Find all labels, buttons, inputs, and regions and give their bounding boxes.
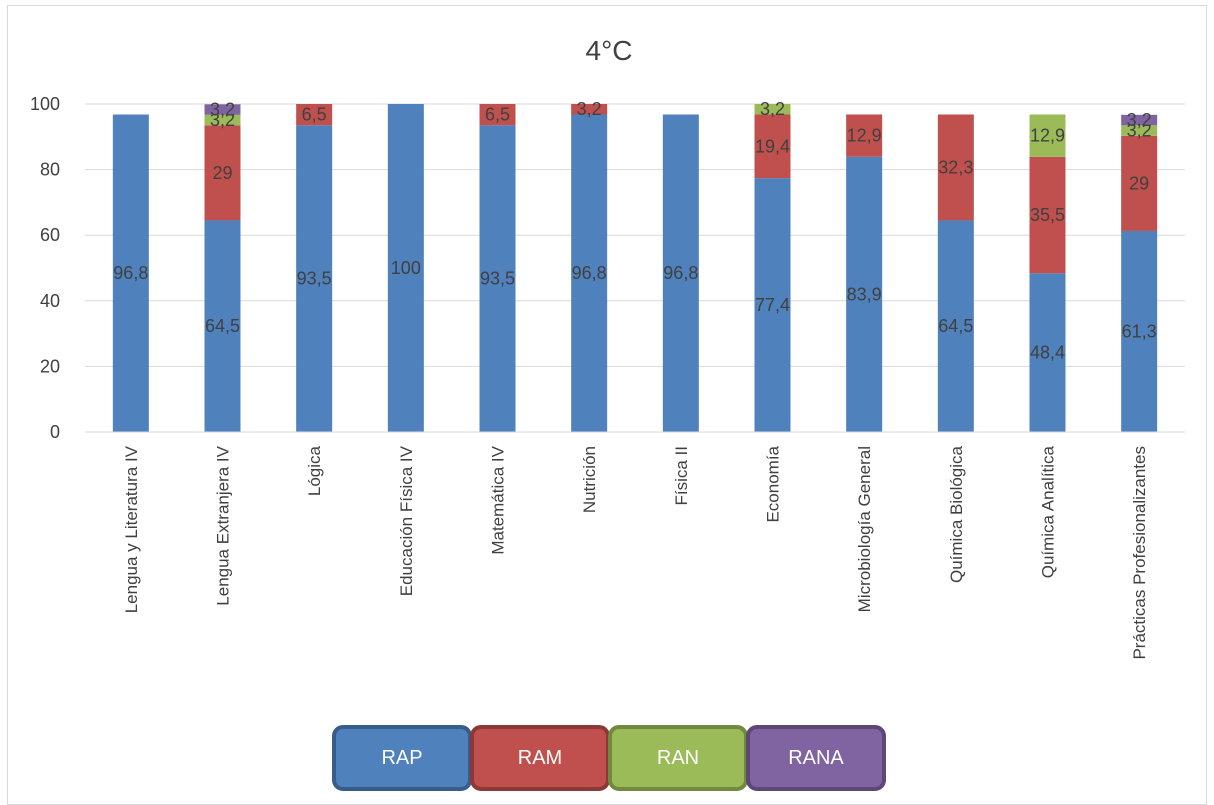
data-label: 6,5 — [302, 105, 327, 125]
data-label: 77,4 — [755, 295, 790, 315]
data-label: 3,2 — [760, 99, 785, 119]
bar-segment-rap — [754, 178, 791, 432]
bar-segment-ran — [204, 114, 241, 126]
bar-segment-ram — [1029, 156, 1066, 274]
data-label: 6,5 — [485, 105, 510, 125]
x-tick-label: Química Biológica — [947, 445, 966, 583]
data-label: 96,8 — [572, 263, 607, 283]
bar-segment-ran — [1121, 125, 1158, 136]
data-label: 3,2 — [1127, 121, 1152, 141]
x-tick-label: Física II — [672, 446, 691, 506]
y-tick-label: 60 — [40, 225, 60, 245]
chart-title: 4°C — [586, 35, 633, 66]
bar-segment-rap — [387, 104, 424, 432]
bar-segment-ram — [571, 104, 608, 115]
bar-segment-ram — [479, 104, 516, 126]
data-label: 12,9 — [1030, 126, 1065, 146]
bar-segment-ran — [754, 104, 791, 115]
data-label: 64,5 — [205, 316, 240, 336]
x-tick-label: Matemática IV — [489, 445, 508, 554]
y-tick-label: 80 — [40, 160, 60, 180]
data-label: 48,4 — [1030, 343, 1065, 363]
x-tick-label: Nutrición — [580, 446, 599, 513]
data-label: 29 — [212, 163, 232, 183]
bar-segment-ran — [1029, 114, 1066, 157]
data-label: 83,9 — [847, 284, 882, 304]
data-label: 12,9 — [847, 126, 882, 146]
bar-segment-rap — [296, 125, 333, 432]
data-label: 3,2 — [210, 100, 235, 120]
bar-segment-rap — [937, 220, 974, 432]
bar-segment-rap — [112, 114, 149, 432]
y-tick-label: 0 — [50, 422, 60, 442]
bar-segment-rap — [204, 220, 241, 432]
x-tick-label: Educación Física IV — [397, 445, 416, 596]
x-tick-label: Prácticas Profesionalizantes — [1130, 446, 1149, 660]
bar-segment-rap — [662, 114, 699, 432]
legend-label: RANA — [788, 747, 844, 769]
y-tick-label: 20 — [40, 356, 60, 376]
x-tick-label: Microbiología General — [855, 446, 874, 612]
data-label: 96,8 — [663, 263, 698, 283]
x-tick-label: Lógica — [305, 445, 324, 496]
data-label: 93,5 — [297, 269, 332, 289]
bar-segment-ram — [296, 104, 333, 126]
data-label: 96,8 — [113, 263, 148, 283]
legend-label: RAM — [518, 747, 562, 769]
data-label: 3,2 — [210, 110, 235, 130]
bar-segment-ram — [754, 114, 791, 179]
bar-segment-rap — [1121, 230, 1158, 432]
data-label: 93,5 — [480, 269, 515, 289]
data-label: 100 — [391, 258, 421, 278]
bar-segment-rana — [1121, 114, 1158, 126]
x-tick-label: Economía — [764, 445, 783, 522]
bar-segment-ram — [846, 114, 883, 157]
legend-item-rana — [746, 725, 886, 791]
y-tick-label: 100 — [30, 94, 60, 114]
bar-segment-rana — [204, 104, 241, 115]
legend-label: RAP — [381, 747, 422, 769]
data-label: 64,5 — [938, 316, 973, 336]
legend-label: RAN — [657, 747, 699, 769]
y-tick-label: 40 — [40, 291, 60, 311]
data-label: 3,2 — [577, 99, 602, 119]
bar-segment-rap — [479, 125, 516, 432]
bar-segment-rap — [571, 114, 608, 432]
bar-segment-ram — [1121, 135, 1158, 231]
data-label: 19,4 — [755, 136, 790, 156]
bar-segment-ram — [937, 114, 974, 221]
x-tick-label: Química Analítica — [1039, 445, 1058, 578]
data-label: 32,3 — [938, 157, 973, 177]
bar-segment-rap — [846, 156, 883, 433]
x-tick-label: Lengua Extranjera IV — [214, 445, 233, 605]
data-label: 29 — [1129, 173, 1149, 193]
x-tick-label: Lengua y Literatura IV — [122, 445, 141, 613]
bar-segment-ram — [204, 125, 241, 221]
bar-segment-rap — [1029, 273, 1066, 432]
data-label: 3,2 — [1127, 110, 1152, 130]
data-label: 35,5 — [1030, 205, 1065, 225]
data-label: 61,3 — [1122, 321, 1157, 341]
